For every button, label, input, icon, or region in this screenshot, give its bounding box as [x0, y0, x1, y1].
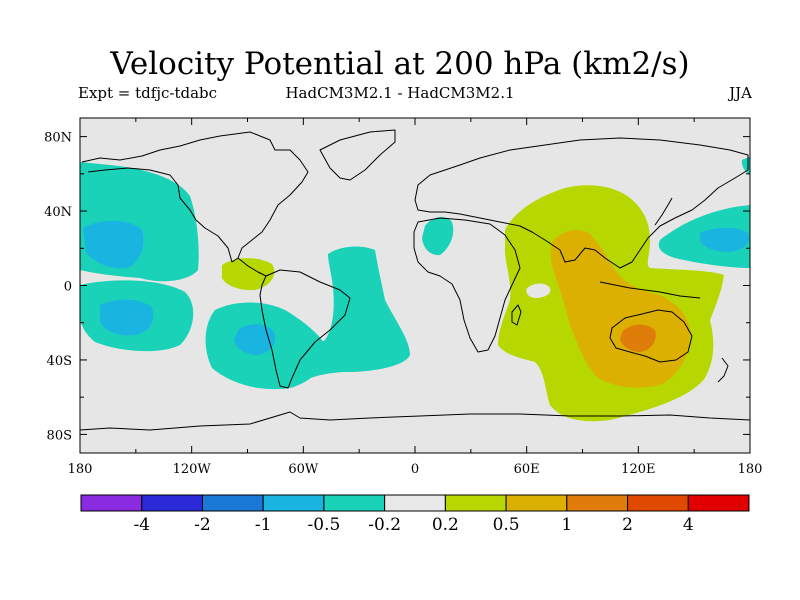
x-tick-label: 0 — [411, 462, 419, 477]
colorbar-swatch — [627, 494, 689, 512]
chart-title: Velocity Potential at 200 hPa (km2/s) — [110, 46, 690, 82]
coast-northamerica — [81, 131, 309, 263]
colorbar-swatch — [384, 494, 446, 512]
season-label: JJA — [729, 84, 752, 102]
colorbar-swatch — [687, 494, 750, 512]
colorbar-label: -4 — [133, 515, 150, 535]
colorbar-label: -0.2 — [368, 515, 401, 535]
model-label: HadCM3M2.1 - HadCM3M2.1 — [285, 84, 515, 102]
coastlines — [80, 129, 750, 431]
colorbar-label: 4 — [683, 515, 694, 535]
colorbar-swatch — [566, 494, 629, 512]
contour-neg2-northwestpacific — [700, 227, 750, 252]
coast-centralamerica — [237, 257, 267, 277]
y-tick-label: 40N — [44, 205, 72, 220]
map-ticks: 180 120W 60W 0 60E 120E 180 80N 40N 0 40S 80S — [44, 118, 762, 477]
coast-antarctica — [80, 411, 750, 431]
colorbar-swatch — [323, 494, 386, 512]
colorbar-swatch — [262, 494, 325, 512]
colorbar-label: -1 — [255, 515, 272, 535]
contour-pos-caribbean — [222, 258, 275, 291]
contour-neg-atlantic — [292, 246, 410, 388]
x-tick-label: 120E — [621, 462, 655, 477]
colorbar-swatch — [201, 494, 264, 512]
contour-neg2-southpacific — [100, 299, 154, 336]
x-tick-label: 180 — [68, 462, 93, 477]
colorbar-swatch — [141, 494, 203, 512]
colorbar: -4 -2 -1 -0.5 -0.2 0.2 0.5 1 2 4 — [80, 494, 750, 535]
x-tick-label: 60E — [514, 462, 540, 477]
colorbar-label: -2 — [194, 515, 211, 535]
coast-africa — [413, 217, 521, 353]
coast-newzealand — [717, 357, 729, 383]
y-tick-label: 80S — [47, 428, 72, 443]
contour-pos3-australia — [620, 324, 656, 352]
x-tick-label: 180 — [738, 462, 763, 477]
colorbar-label: 2 — [622, 515, 633, 535]
colorbar-swatch — [80, 494, 143, 512]
y-tick-label: 0 — [64, 280, 72, 295]
colorbar-label: 0.2 — [432, 515, 459, 535]
coast-eurasia — [414, 137, 749, 269]
map-panel: 180 120W 60W 0 60E 120E 180 80N 40N 0 40S 80S — [44, 117, 762, 477]
contour-fields — [80, 129, 750, 431]
coast-southamerica — [259, 269, 351, 389]
colorbar-swatch — [444, 494, 507, 512]
colorbar-label: 0.5 — [493, 515, 520, 535]
colorbar-label: 1 — [561, 515, 572, 535]
y-tick-label: 40S — [47, 354, 72, 369]
coast-indonesia — [599, 281, 701, 299]
coast-greenland — [319, 129, 396, 181]
x-tick-label: 60W — [288, 462, 319, 477]
contour-neg2-northpacific — [83, 220, 144, 269]
coast-madagascar — [511, 304, 522, 326]
colorbar-swatch — [505, 494, 568, 512]
coast-japan — [654, 197, 673, 226]
y-tick-label: 80N — [44, 131, 72, 146]
contour-neutral-hole — [526, 283, 551, 298]
colorbar-label: -0.5 — [308, 515, 341, 535]
contour-neg2-southamerica — [234, 324, 276, 355]
x-tick-label: 120W — [173, 462, 212, 477]
coast-australia — [609, 309, 693, 363]
contour-neg-mediterranean — [422, 217, 454, 256]
experiment-label: Expt = tdfjc-tdabc — [78, 84, 218, 102]
contour-pos2-indianocean — [550, 229, 690, 388]
